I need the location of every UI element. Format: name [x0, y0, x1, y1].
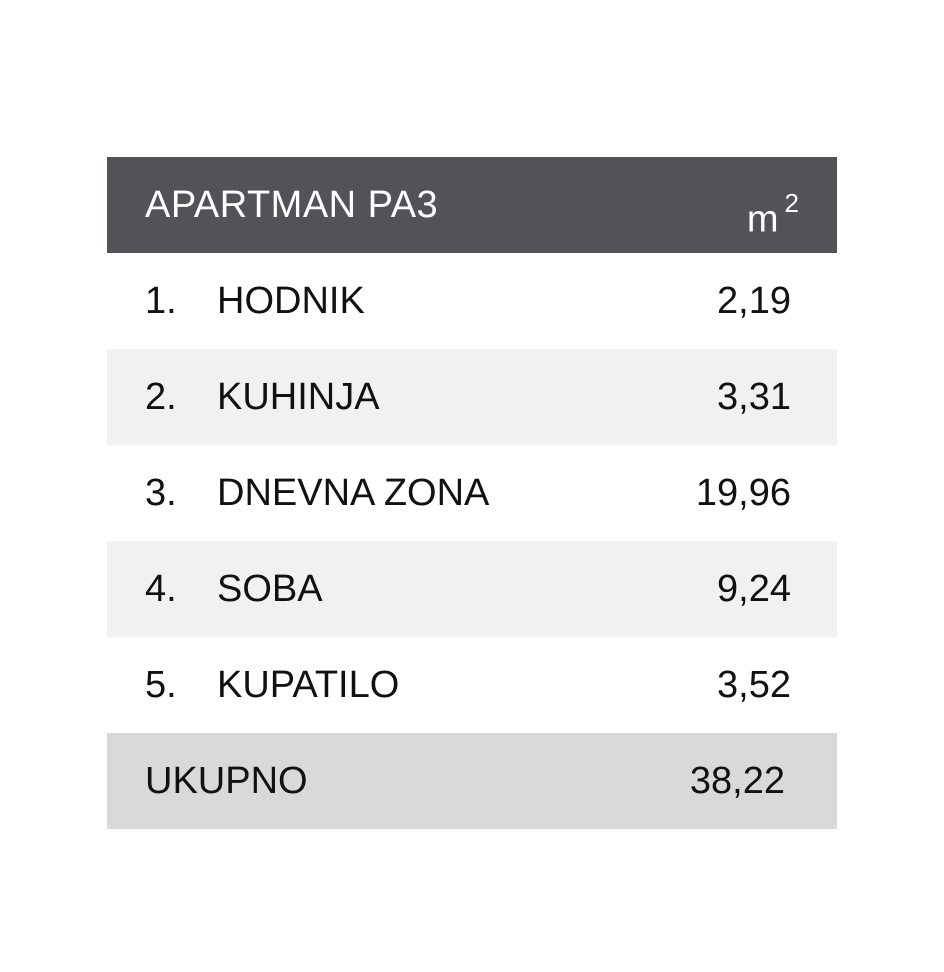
table-title: APARTMAN PA3: [145, 184, 439, 226]
room-name: DNEVNA ZONA: [217, 472, 490, 514]
row-number: 4.: [145, 568, 177, 610]
row-number: 2.: [145, 376, 177, 418]
table-row: 3. DNEVNA ZONA 19,96: [107, 445, 837, 541]
room-name: HODNIK: [217, 280, 365, 322]
table-row: 1. HODNIK 2,19: [107, 253, 837, 349]
unit-base: m: [746, 198, 779, 241]
total-label: UKUPNO: [145, 760, 308, 802]
table-row: 5. KUPATILO 3,52: [107, 637, 837, 733]
room-name: KUPATILO: [217, 664, 400, 706]
unit-exponent: 2: [784, 188, 799, 218]
room-name: SOBA: [217, 568, 323, 610]
row-number: 1.: [145, 280, 177, 322]
room-area: 9,24: [717, 568, 791, 610]
row-number: 5.: [145, 664, 177, 706]
total-row: UKUPNO 38,22: [107, 733, 837, 829]
table-row: 2. KUHINJA 3,31: [107, 349, 837, 445]
room-area: 19,96: [695, 472, 791, 514]
table-row: 4. SOBA 9,24: [107, 541, 837, 637]
room-area: 2,19: [717, 280, 791, 322]
room-area: 3,52: [717, 664, 791, 706]
room-area: 3,31: [717, 376, 791, 418]
total-value: 38,22: [689, 760, 785, 802]
row-number: 3.: [145, 472, 177, 514]
room-name: KUHINJA: [217, 376, 380, 418]
